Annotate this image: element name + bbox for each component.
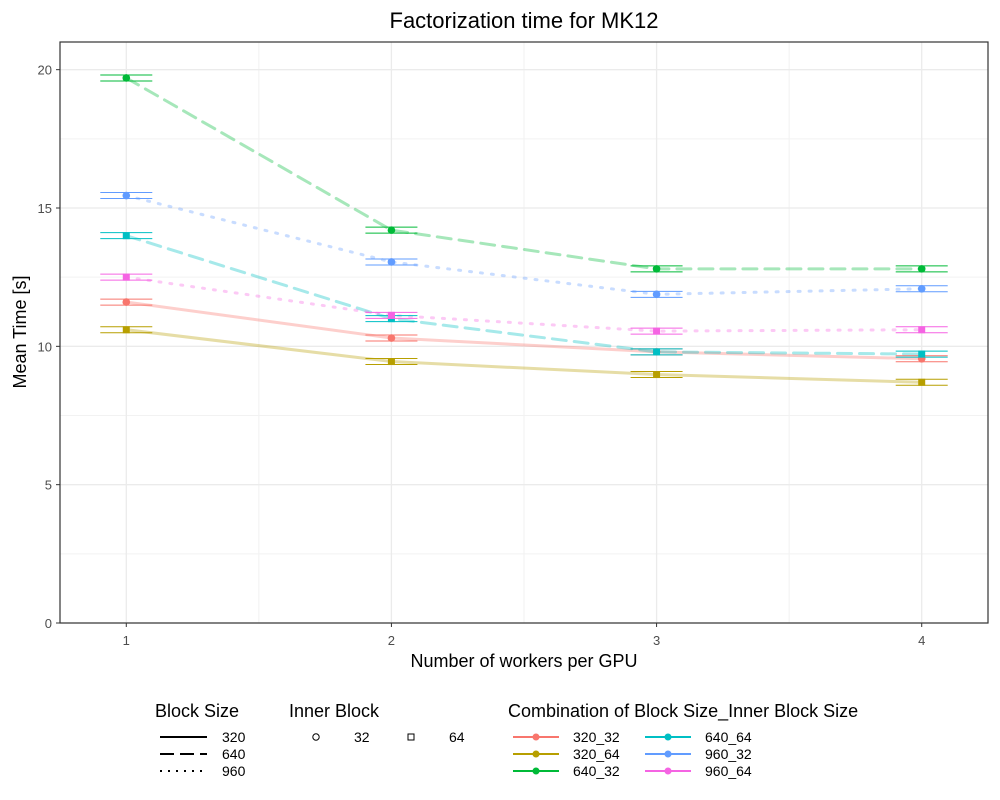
legend-label-block-320: 320: [222, 729, 246, 745]
legend-key-combo-point-960_64: [664, 767, 672, 775]
x-axis-title: Number of workers per GPU: [410, 651, 637, 671]
point-960_32: [122, 191, 131, 200]
series-line-960_64: [124, 275, 924, 333]
point-960_32: [387, 258, 396, 266]
legend-key-combo-point-640_32: [532, 767, 540, 775]
point-960_64: [653, 327, 661, 335]
legend-label-block-960: 960: [222, 763, 246, 779]
y-tick-label: 10: [38, 339, 52, 354]
point-320_32: [387, 334, 396, 342]
point-960_32: [652, 290, 661, 299]
point-320_64: [653, 371, 661, 379]
point-960_64: [387, 311, 395, 319]
y-tick-label: 20: [38, 63, 52, 78]
series-line-320_64: [124, 328, 924, 384]
point-320_64: [918, 378, 926, 386]
plot-border: [59, 41, 989, 624]
series-line-640_32: [124, 76, 924, 271]
point-320_32: [122, 298, 131, 306]
legend-key-inner-64: [407, 733, 415, 741]
series-line-640_64: [124, 234, 924, 356]
point-960_64: [918, 326, 926, 334]
y-axis-title: Mean Time [s]: [10, 275, 30, 388]
point-640_32: [917, 265, 926, 273]
legend-label-inner-32: 32: [354, 729, 370, 745]
legend-key-combo-point-640_64: [664, 733, 672, 741]
x-tick-label: 2: [388, 633, 395, 648]
series-line-320_32: [124, 300, 924, 361]
point-320_64: [122, 326, 130, 334]
legend-key-inner-32: [312, 733, 320, 741]
legend-key-combo-point-320_32: [532, 733, 540, 741]
point-960_64: [122, 273, 130, 281]
x-tick-label: 3: [653, 633, 660, 648]
legend: Block Size Inner Block Combination of Bl…: [155, 701, 858, 779]
point-640_32: [652, 265, 661, 273]
y-tick-label: 15: [38, 201, 52, 216]
legend-key-combo-point-960_32: [664, 750, 672, 758]
series-line-960_32: [124, 194, 924, 296]
series-layer: [100, 74, 948, 386]
legend-title-block-size: Block Size: [155, 701, 239, 721]
legend-label-combo-320_64: 320_64: [573, 746, 620, 762]
chart-title: Factorization time for MK12: [390, 8, 659, 33]
y-tick-label: 5: [45, 478, 52, 493]
point-320_64: [387, 358, 395, 366]
legend-label-combo-960_32: 960_32: [705, 746, 752, 762]
legend-label-combo-320_32: 320_32: [573, 729, 620, 745]
legend-label-block-640: 640: [222, 746, 246, 762]
point-640_64: [918, 350, 926, 358]
axes: 0 5 10 15 20 1 2 3 4: [38, 41, 989, 648]
x-tick-label: 1: [123, 633, 130, 648]
legend-label-combo-640_32: 640_32: [573, 763, 620, 779]
legend-label-combo-640_64: 640_64: [705, 729, 752, 745]
point-640_64: [122, 232, 130, 240]
point-640_64: [653, 348, 661, 356]
point-640_32: [122, 74, 131, 82]
point-960_32: [917, 284, 926, 293]
point-640_32: [387, 226, 396, 234]
x-tick-label: 4: [918, 633, 925, 648]
legend-label-combo-960_64: 960_64: [705, 763, 752, 779]
legend-title-inner-block: Inner Block: [289, 701, 380, 721]
legend-title-combination: Combination of Block Size_Inner Block Si…: [508, 701, 858, 722]
y-tick-label: 0: [45, 616, 52, 631]
legend-label-inner-64: 64: [449, 729, 465, 745]
grid: [60, 42, 988, 624]
legend-key-combo-point-320_64: [532, 750, 540, 758]
